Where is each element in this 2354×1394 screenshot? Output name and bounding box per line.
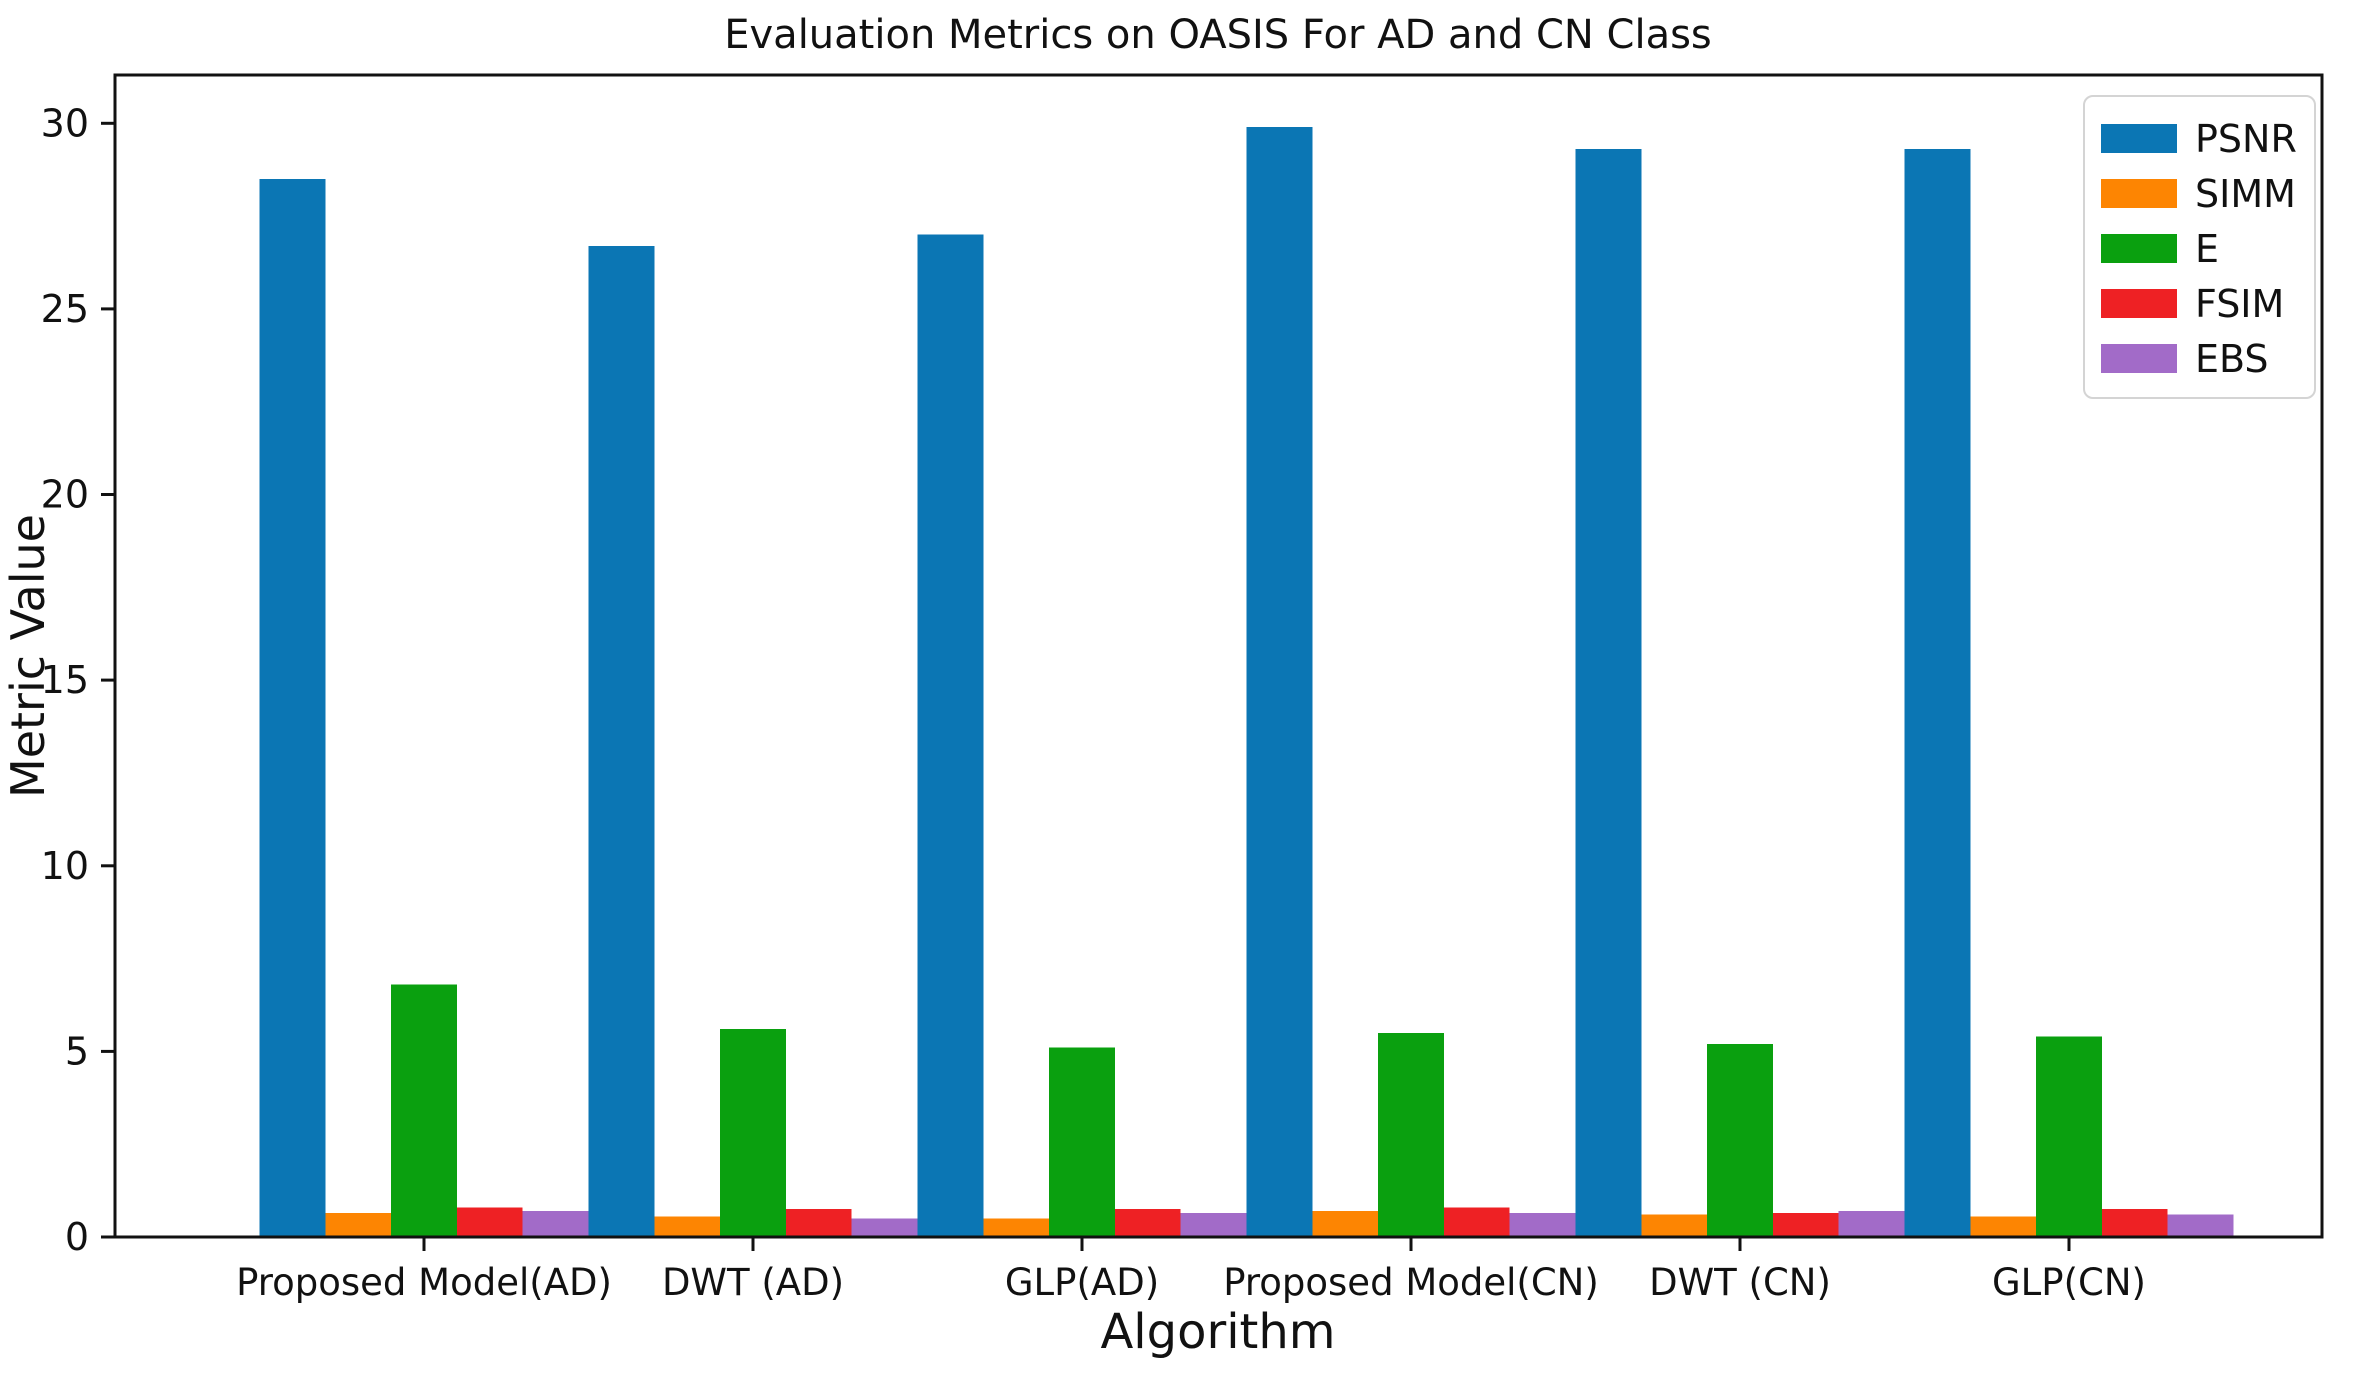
bar-ebs-dwt-ad	[851, 1218, 918, 1237]
bar-fsim-dwt-cn	[1772, 1212, 1839, 1237]
bar-psnr-glp-cn	[1904, 149, 1971, 1238]
y-tick-label-15: 15	[41, 658, 89, 702]
bar-simm-glp-ad	[983, 1218, 1050, 1237]
bar-e-glp-cn	[2036, 1036, 2102, 1237]
legend-item-simm: SIMM	[2101, 166, 2314, 221]
x-tick-label-glp-ad: GLP(AD)	[1005, 1261, 1159, 1304]
bar-ebs-glp-ad	[1180, 1212, 1247, 1237]
y-tick-label-20: 20	[41, 473, 89, 517]
bar-ebs-glp-cn	[2167, 1214, 2234, 1237]
x-tick-label-glp-cn: GLP(CN)	[1992, 1261, 2146, 1304]
bar-fsim-proposed-model-ad	[456, 1207, 523, 1237]
bar-psnr-proposed-model-ad	[259, 178, 326, 1237]
bars-layer	[259, 127, 2234, 1238]
bar-fsim-glp-cn	[2101, 1209, 2168, 1237]
legend-swatch-ebs	[2101, 344, 2177, 373]
y-tick-label-30: 30	[41, 101, 89, 145]
x-tick-label-dwt-cn: DWT (CN)	[1649, 1261, 1831, 1304]
legend-swatch-psnr	[2101, 124, 2177, 153]
bar-e-glp-ad	[1049, 1047, 1115, 1237]
legend-item-e: E	[2101, 221, 2314, 276]
bar-ebs-dwt-cn	[1838, 1211, 1905, 1237]
bar-e-proposed-model-cn	[1378, 1032, 1444, 1237]
legend-item-ebs: EBS	[2101, 331, 2314, 386]
bar-simm-glp-cn	[1970, 1216, 2037, 1237]
legend-item-psnr: PSNR	[2101, 111, 2314, 166]
bar-simm-dwt-ad	[654, 1216, 721, 1237]
legend-label-e: E	[2195, 226, 2220, 271]
bar-psnr-dwt-ad	[588, 245, 655, 1238]
bar-psnr-glp-ad	[917, 234, 984, 1238]
x-tick-label-proposed-model-ad: Proposed Model(AD)	[236, 1261, 612, 1304]
legend-swatch-simm	[2101, 179, 2177, 208]
y-tick-label-25: 25	[41, 287, 89, 331]
bar-e-dwt-ad	[720, 1029, 786, 1237]
bar-fsim-proposed-model-cn	[1443, 1207, 1510, 1237]
bar-simm-proposed-model-ad	[325, 1212, 392, 1237]
y-tick-label-5: 5	[65, 1029, 89, 1073]
bar-psnr-dwt-cn	[1575, 149, 1642, 1238]
legend-label-simm: SIMM	[2195, 171, 2296, 216]
legend-label-psnr: PSNR	[2195, 116, 2297, 161]
bar-psnr-proposed-model-cn	[1246, 127, 1313, 1237]
legend: PSNR SIMM E FSIM EBS	[2083, 95, 2316, 399]
y-tick-label-10: 10	[41, 844, 89, 888]
y-tick-label-0: 0	[65, 1215, 89, 1259]
axes-frame	[113, 73, 2324, 1239]
bar-e-proposed-model-ad	[391, 984, 457, 1237]
legend-item-fsim: FSIM	[2101, 276, 2314, 331]
bar-simm-proposed-model-cn	[1312, 1211, 1379, 1237]
legend-swatch-fsim	[2101, 289, 2177, 318]
legend-label-fsim: FSIM	[2195, 281, 2285, 326]
axes-layer: 0 5 10 15 20 25 30 Proposed Model(AD) DWT (AD) GL…	[41, 73, 2324, 1304]
x-tick-label-dwt-ad: DWT (AD)	[662, 1261, 844, 1304]
bar-e-dwt-cn	[1707, 1044, 1773, 1237]
chart-title: Evaluation Metrics on OASIS For AD and C…	[724, 12, 1712, 58]
x-tick-label-proposed-model-cn: Proposed Model(CN)	[1223, 1261, 1599, 1304]
legend-label-ebs: EBS	[2195, 336, 2269, 381]
bar-ebs-proposed-model-ad	[522, 1211, 589, 1237]
bar-simm-dwt-cn	[1641, 1214, 1708, 1237]
bar-fsim-glp-ad	[1114, 1209, 1181, 1237]
bar-fsim-dwt-ad	[785, 1209, 852, 1237]
legend-swatch-e	[2101, 234, 2177, 263]
x-axis-label: Algorithm	[1100, 1304, 1335, 1360]
bar-ebs-proposed-model-cn	[1509, 1212, 1576, 1237]
y-axis-label: Metric Value	[1, 514, 55, 798]
